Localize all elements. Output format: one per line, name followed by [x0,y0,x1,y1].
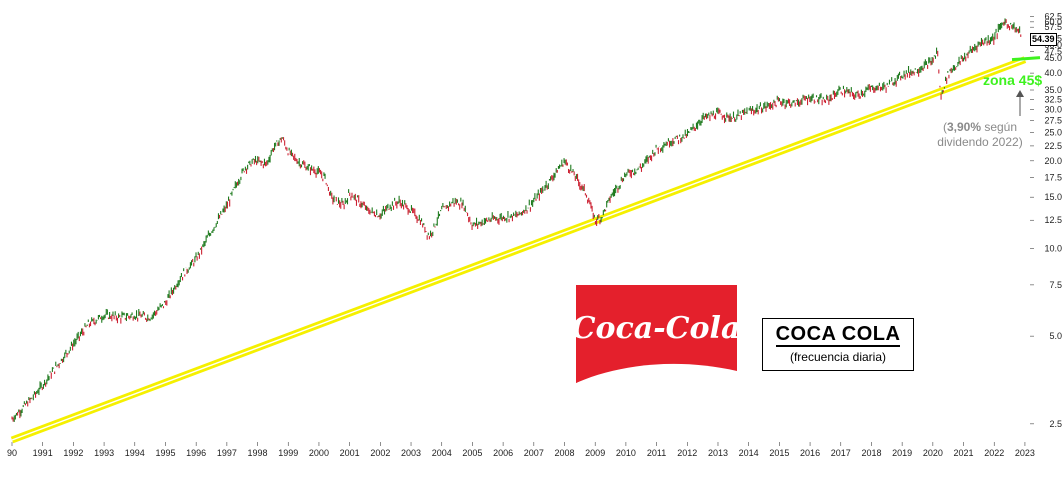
x-tick-label: 2003 [401,448,421,458]
x-tick-label: 1998 [248,448,268,458]
zona-arrow-head [1016,90,1024,97]
x-tick-label: 2013 [708,448,728,458]
x-tick-label: 1996 [186,448,206,458]
chart-title-box: COCA COLA (frecuencia diaria) [762,318,914,371]
dividend-line2: dividendo 2022) [937,135,1023,149]
x-tick-label: 2021 [954,448,974,458]
dividend-pct: 3,90% [946,120,981,134]
y-tick-label: 5.0 [1049,331,1062,341]
x-tick-label: 2000 [309,448,329,458]
zona-highlight [1011,56,1041,62]
x-tick-label: 1994 [125,448,145,458]
x-tick-label: 2004 [432,448,452,458]
x-tick-label: 2012 [677,448,697,458]
x-tick-label: 1991 [33,448,53,458]
x-tick-label: 1995 [155,448,175,458]
x-tick-label: 2015 [769,448,789,458]
y-tick-label: 17.5 [1044,173,1062,183]
y-tick-label: 7.5 [1049,280,1062,290]
chart-title: COCA COLA [775,323,901,347]
y-tick-label: 15.0 [1044,192,1062,202]
coca-cola-logo-graphic: Coca-Cola [576,311,737,396]
chart-subtitle: (frecuencia diaria) [789,350,887,364]
x-tick-label: 2016 [800,448,820,458]
y-tick-label: 45.0 [1044,53,1062,63]
x-tick-label: 2011 [647,448,666,458]
y-tick-label: 57.5 [1044,22,1062,32]
y-tick-label: 32.5 [1044,94,1062,104]
x-tick-label: 2019 [892,448,912,458]
dividend-note: (3,90% según dividendo 2022) [930,120,1030,150]
coca-cola-logo: Coca-Cola [576,285,737,396]
y-tick-label: 62.5 [1044,12,1062,22]
y-tick-label: 60.0 [1044,17,1062,27]
x-tick-label: 2020 [923,448,943,458]
x-tick-label: 2022 [984,448,1004,458]
x-axis: 90 1991 1992 1993 1994 1995 1996 1997 1998 1999 20… [7,442,1035,458]
x-tick-label: 2009 [585,448,605,458]
x-tick-label: 2005 [462,448,482,458]
dividend-line1: según [981,120,1018,134]
y-tick-label: 27.5 [1044,116,1062,126]
x-tick-label: 90 [7,448,17,458]
x-tick-label: 2007 [524,448,544,458]
x-tick-label: 2023 [1015,448,1035,458]
trendline-inner [11,58,1026,441]
trendline-layer [10,56,1027,444]
y-tick-label: 2.5 [1049,419,1062,429]
y-tick-label: 40.0 [1044,68,1062,78]
logo-script: Coca-Cola [576,311,737,346]
x-tick-label: 1999 [278,448,298,458]
y-tick-label: 35.0 [1044,85,1062,95]
x-tick-label: 1997 [217,448,237,458]
y-tick-label: 30.0 [1044,105,1062,115]
x-tick-label: 2010 [616,448,636,458]
x-tick-label: 2014 [739,448,759,458]
x-tick-label: 2018 [861,448,881,458]
x-tick-label: 2008 [554,448,574,458]
zona-label: zona 45$ [983,72,1043,88]
x-tick-label: 1993 [94,448,114,458]
dividend-paren: ( [942,120,947,134]
x-tick-label: 2001 [340,448,360,458]
x-tick-label: 2006 [493,448,513,458]
last-price-badge: 54.39 [1030,33,1057,46]
y-tick-label: 22.5 [1044,141,1062,151]
price-bars-layer [11,18,1022,422]
annotation-marks [1011,56,1041,116]
y-tick-label: 47.5 [1044,46,1062,56]
y-tick-label: 25.0 [1044,128,1062,138]
x-tick-label: 1992 [63,448,83,458]
y-tick-label: 12.5 [1044,215,1062,225]
x-tick-label: 2017 [831,448,851,458]
y-tick-label: 10.0 [1044,243,1062,253]
y-tick-label: 20.0 [1044,156,1062,166]
x-tick-label: 2002 [370,448,390,458]
